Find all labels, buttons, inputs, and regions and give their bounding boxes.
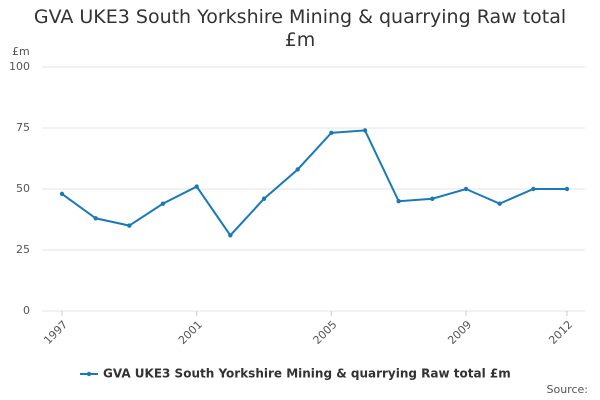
x-tick-label: 2012 (546, 318, 575, 347)
x-tick-label: 2005 (311, 318, 340, 347)
data-point (194, 184, 199, 189)
data-point (396, 199, 401, 204)
data-point (160, 201, 166, 206)
chart-title: GVA UKE3 South Yorkshire Mining & quarry… (33, 6, 567, 51)
data-point (93, 216, 98, 221)
data-point (295, 167, 300, 172)
data-point (430, 196, 435, 201)
data-point (228, 233, 233, 238)
y-tick-label: 25 (16, 243, 30, 256)
y-tick-label: 100 (9, 60, 30, 73)
data-point (261, 196, 267, 201)
data-point (329, 130, 334, 136)
y-tick-label: 50 (16, 182, 30, 195)
source: Source: (547, 383, 589, 396)
x-tick-label: 2001 (176, 318, 205, 347)
x-tick-label: 2009 (445, 318, 474, 347)
data-point (497, 201, 502, 206)
series-line (61, 129, 567, 237)
data-point (59, 191, 65, 197)
data-point (531, 186, 536, 192)
x-tick-label: 1997 (41, 318, 70, 347)
data-point (362, 128, 368, 133)
y-axis-label: £m (12, 45, 30, 58)
data-point (564, 186, 570, 192)
data-point (127, 223, 132, 228)
legend-label: GVA UKE3 South Yorkshire Mining & quarry… (103, 367, 511, 381)
data-point (463, 186, 469, 192)
legend-marker (86, 371, 92, 377)
y-tick-label: 75 (16, 121, 30, 134)
y-tick-label: 0 (23, 304, 30, 317)
